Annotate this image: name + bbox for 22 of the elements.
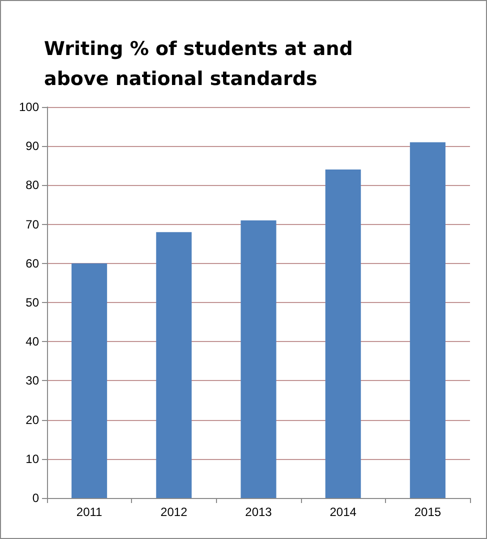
x-tick-label: 2012 — [160, 505, 188, 519]
x-tick-label: 2011 — [76, 505, 103, 519]
bar — [72, 263, 108, 498]
bar — [156, 232, 192, 498]
y-tick-label: 10 — [26, 452, 40, 466]
bar — [240, 220, 276, 498]
y-tick-label: 70 — [26, 217, 40, 232]
y-tick-label: 20 — [26, 412, 40, 427]
y-tick-label: 100 — [18, 100, 40, 114]
x-tick-label: 2014 — [330, 505, 357, 519]
y-tick-label: 90 — [26, 139, 40, 154]
bar — [410, 142, 446, 498]
y-tick-label: 40 — [26, 334, 40, 349]
y-tick-label: 50 — [26, 296, 40, 310]
x-tick-label: 2015 — [414, 505, 442, 519]
y-tick-label: 30 — [26, 374, 40, 388]
y-tick-label: 80 — [26, 178, 40, 192]
x-tick-label: 2013 — [245, 505, 272, 519]
chart-title: Writing % of students at and above national standards — [44, 38, 360, 90]
bar — [325, 170, 361, 498]
y-tick-label: 60 — [26, 256, 40, 270]
y-tick-label: 0 — [32, 491, 40, 505]
